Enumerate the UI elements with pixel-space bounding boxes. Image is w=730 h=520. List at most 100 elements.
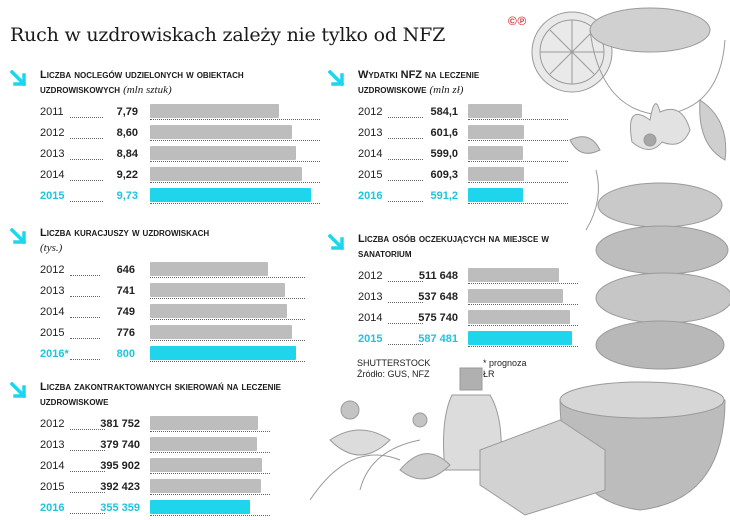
forecast-note: * prognoza: [483, 358, 527, 368]
leader-dots: [70, 429, 105, 430]
baseline-dots: [150, 431, 270, 432]
value-label: 9,22: [116, 169, 138, 181]
value-label: 355 359: [100, 502, 140, 514]
bar: [468, 268, 559, 282]
baseline-dots: [150, 298, 305, 299]
chart-unit: (mln zł): [429, 84, 464, 96]
chart-title: Liczba kuracjuszy w uzdrowiskach: [40, 227, 210, 239]
baseline-dots: [468, 283, 578, 284]
value-label: 776: [116, 327, 135, 339]
leader-dots: [70, 138, 103, 139]
leader-dots: [388, 180, 423, 181]
value-label: 599,0: [430, 148, 458, 160]
brand-logo: ©℗: [508, 14, 527, 28]
year-label: 2012: [40, 264, 65, 276]
year-label: 2012: [358, 106, 383, 118]
year-label: 2014: [40, 460, 65, 472]
source-note: SHUTTERSTOCK Źródło: GUS, NFZ: [357, 358, 430, 380]
arrow-down-right-icon: [10, 382, 27, 399]
value-label: 8,60: [116, 127, 138, 139]
bar: [150, 458, 262, 472]
bar: [468, 289, 563, 303]
legend-note: * prognoza ŁR: [483, 358, 527, 380]
chart-unit: (tys.): [40, 242, 63, 254]
panel-title: Liczba osób oczekujących na miejsce w sa…: [358, 232, 598, 262]
value-label: 587 481: [418, 333, 458, 345]
bar: [150, 304, 287, 318]
value-label: 7,79: [116, 106, 138, 118]
year-label: 2014: [358, 148, 383, 160]
leader-dots: [70, 471, 105, 472]
year-label: 2012: [40, 127, 65, 139]
leader-dots: [70, 359, 100, 360]
baseline-dots: [468, 325, 578, 326]
value-label: 584,1: [430, 106, 458, 118]
baseline-dots: [468, 140, 568, 141]
value-label: 575 740: [418, 312, 458, 324]
baseline-dots: [150, 319, 305, 320]
bar: [150, 167, 302, 181]
year-label: 2015: [40, 481, 65, 493]
year-label: 2016: [358, 190, 383, 202]
baseline-dots: [150, 515, 270, 516]
year-label: 2015: [358, 333, 383, 345]
baseline-dots: [150, 452, 270, 453]
leader-dots: [70, 513, 105, 514]
value-label: 381 752: [100, 418, 140, 430]
arrow-down-right-icon: [10, 70, 27, 87]
leader-dots: [388, 323, 423, 324]
bar: [150, 416, 258, 430]
year-label: 2014: [40, 306, 65, 318]
baseline-dots: [468, 119, 568, 120]
page-title: Ruch w uzdrowiskach zależy nie tylko od …: [10, 24, 446, 46]
bar: [468, 125, 524, 139]
leader-dots: [70, 201, 103, 202]
leader-dots: [388, 138, 423, 139]
bar: [150, 479, 261, 493]
bar: [150, 346, 296, 360]
bar: [468, 104, 522, 118]
baseline-dots: [150, 203, 320, 204]
panel-title: Liczba zakontraktowanych skierowań na le…: [40, 380, 290, 410]
leader-dots: [388, 159, 423, 160]
leader-dots: [70, 492, 105, 493]
value-label: 8,84: [116, 148, 138, 160]
baseline-dots: [468, 203, 568, 204]
bar: [468, 188, 523, 202]
value-label: 379 740: [100, 439, 140, 451]
panel-title: Liczba noclegów udzielonych w obiektach …: [40, 68, 310, 98]
year-label: 2013: [40, 285, 65, 297]
baseline-dots: [150, 277, 305, 278]
value-label: 395 902: [100, 460, 140, 472]
year-label: 2013: [358, 127, 383, 139]
leader-dots: [70, 117, 103, 118]
leader-dots: [70, 159, 103, 160]
baseline-dots: [468, 182, 568, 183]
leader-dots: [388, 281, 423, 282]
leader-dots: [388, 302, 423, 303]
chart-title: Liczba noclegów udzielonych w obiektach …: [40, 69, 244, 96]
bar: [468, 167, 524, 181]
year-label: 2012: [40, 418, 65, 430]
year-label: 2011: [40, 106, 64, 118]
leader-dots: [70, 296, 100, 297]
baseline-dots: [150, 182, 320, 183]
baseline-dots: [150, 473, 270, 474]
baseline-dots: [468, 304, 578, 305]
chart-title: Liczba osób oczekujących na miejsce w sa…: [358, 233, 549, 260]
leader-dots: [70, 450, 105, 451]
arrow-down-right-icon: [328, 234, 345, 251]
value-label: 392 423: [100, 481, 140, 493]
arrow-down-right-icon: [10, 228, 27, 245]
baseline-dots: [468, 161, 568, 162]
year-label: 2013: [40, 439, 65, 451]
year-label: 2016*: [40, 348, 69, 360]
year-label: 2013: [40, 148, 65, 160]
leader-dots: [388, 344, 423, 345]
data-source: Źródło: GUS, NFZ: [357, 369, 430, 379]
baseline-dots: [468, 346, 578, 347]
leader-dots: [388, 201, 423, 202]
bar: [468, 331, 572, 345]
panel-title: Liczba kuracjuszy w uzdrowiskach (tys.): [40, 226, 280, 256]
